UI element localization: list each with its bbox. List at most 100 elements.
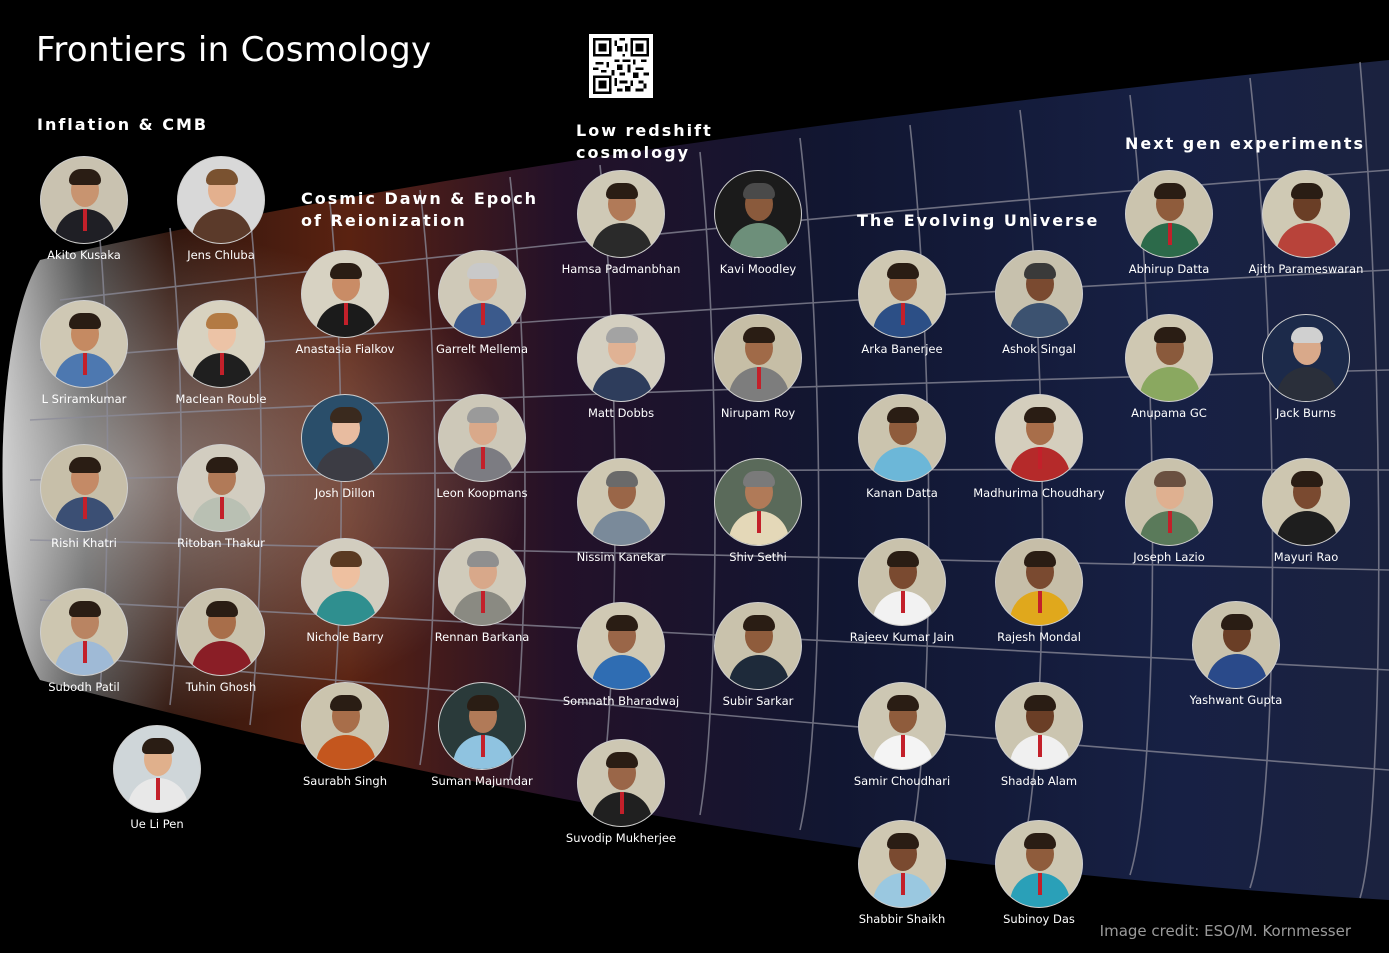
section-title-line: cosmology (576, 143, 691, 162)
speaker-photo (1262, 314, 1350, 402)
speaker-name: Garrelt Mellema (435, 342, 529, 356)
speaker-photo (858, 682, 946, 770)
speaker-card: Subir Sarkar (688, 602, 828, 708)
speaker-card: Leon Koopmans (412, 394, 552, 500)
speaker-photo (113, 725, 201, 813)
speaker-photo (301, 250, 389, 338)
qr-code-icon (593, 38, 649, 94)
speaker-card: Hamsa Padmanbhan (551, 170, 691, 276)
speaker-name: Nissim Kanekar (576, 550, 666, 564)
speaker-photo (40, 300, 128, 388)
qr-code[interactable] (589, 34, 653, 98)
speaker-photo (577, 314, 665, 402)
speaker-card: Subodh Patil (14, 588, 154, 694)
speaker-photo (577, 170, 665, 258)
speaker-card: Suvodip Mukherjee (551, 739, 691, 845)
speaker-card: Mayuri Rao (1236, 458, 1376, 564)
speaker-card: L Sriramkumar (14, 300, 154, 406)
speaker-name: Matt Dobbs (587, 406, 655, 420)
speaker-photo (438, 394, 526, 482)
speaker-name: Rennan Barkana (434, 630, 530, 644)
speaker-card: Nissim Kanekar (551, 458, 691, 564)
speaker-name: Shabbir Shaikh (858, 912, 946, 926)
speaker-card: Josh Dillon (275, 394, 415, 500)
speaker-name: Suvodip Mukherjee (565, 831, 677, 845)
speaker-card: Matt Dobbs (551, 314, 691, 420)
speaker-card: Samir Choudhari (832, 682, 972, 788)
speaker-card: Kavi Moodley (688, 170, 828, 276)
speaker-card: Rajesh Mondal (969, 538, 1109, 644)
speaker-card: Arka Banerjee (832, 250, 972, 356)
speaker-card: Ue Li Pen (87, 725, 227, 831)
speaker-card: Madhurima Choudhary (969, 394, 1109, 500)
speaker-card: Akito Kusaka (14, 156, 154, 262)
speaker-name: Subir Sarkar (722, 694, 794, 708)
speaker-card: Jens Chluba (151, 156, 291, 262)
speaker-name: Samir Choudhari (853, 774, 951, 788)
speaker-name: Yashwant Gupta (1189, 693, 1283, 707)
speaker-photo (1125, 314, 1213, 402)
speaker-name: Kanan Datta (866, 486, 938, 500)
speaker-card: Shadab Alam (969, 682, 1109, 788)
speaker-card: Saurabh Singh (275, 682, 415, 788)
speaker-name: Madhurima Choudhary (973, 486, 1105, 500)
speaker-name: Suman Majumdar (431, 774, 533, 788)
speaker-photo (858, 820, 946, 908)
section-title-inflation: Inflation & CMB (37, 115, 209, 134)
speaker-name: Somnath Bharadwaj (562, 694, 680, 708)
speaker-name: Shadab Alam (1000, 774, 1078, 788)
speaker-card: Suman Majumdar (412, 682, 552, 788)
speaker-name: L Sriramkumar (41, 392, 127, 406)
speaker-photo (177, 156, 265, 244)
speaker-photo (40, 444, 128, 532)
speaker-card: Ajith Parameswaran (1236, 170, 1376, 276)
speaker-card: Abhirup Datta (1099, 170, 1239, 276)
speaker-name: Tuhin Ghosh (185, 680, 257, 694)
speaker-name: Subinoy Das (1003, 912, 1075, 926)
speaker-card: Rennan Barkana (412, 538, 552, 644)
section-title-low-redshift: Low redshift cosmology (576, 120, 713, 164)
speaker-card: Ashok Singal (969, 250, 1109, 356)
speaker-name: Hamsa Padmanbhan (561, 262, 681, 276)
speaker-name: Jens Chluba (187, 248, 255, 262)
speaker-name: Akito Kusaka (47, 248, 121, 262)
speaker-photo (995, 394, 1083, 482)
section-title-evolving: The Evolving Universe (857, 211, 1100, 230)
speaker-photo (995, 682, 1083, 770)
speaker-photo (858, 538, 946, 626)
speaker-card: Ritoban Thakur (151, 444, 291, 550)
speaker-name: Subodh Patil (48, 680, 120, 694)
speaker-photo (577, 458, 665, 546)
speaker-photo (577, 602, 665, 690)
speaker-name: Abhirup Datta (1128, 262, 1210, 276)
speaker-name: Rajeev Kumar Jain (849, 630, 955, 644)
section-title-line: Low redshift (576, 121, 713, 140)
speaker-name: Nichole Barry (306, 630, 384, 644)
speaker-name: Anastasia Fialkov (295, 342, 395, 356)
speaker-photo (1192, 601, 1280, 689)
speaker-card: Tuhin Ghosh (151, 588, 291, 694)
speaker-card: Subinoy Das (969, 820, 1109, 926)
speaker-photo (301, 394, 389, 482)
image-credit: Image credit: ESO/M. Kornmesser (1099, 922, 1351, 940)
speaker-card: Yashwant Gupta (1166, 601, 1306, 707)
speaker-photo (438, 250, 526, 338)
speaker-photo (1125, 170, 1213, 258)
speaker-name: Mayuri Rao (1273, 550, 1339, 564)
speaker-photo (301, 538, 389, 626)
speaker-name: Josh Dillon (314, 486, 376, 500)
speaker-name: Joseph Lazio (1133, 550, 1205, 564)
speaker-photo (40, 588, 128, 676)
section-title-cosmic-dawn: Cosmic Dawn & Epoch of Reionization (301, 188, 538, 232)
speaker-name: Ashok Singal (1002, 342, 1076, 356)
speaker-photo (40, 156, 128, 244)
speaker-photo (177, 588, 265, 676)
speaker-photo (995, 250, 1083, 338)
speaker-name: Rishi Khatri (51, 536, 117, 550)
speaker-photo (714, 602, 802, 690)
speaker-photo (301, 682, 389, 770)
speaker-name: Maclean Rouble (175, 392, 267, 406)
speaker-photo (714, 314, 802, 402)
speaker-photo (1262, 458, 1350, 546)
speaker-name: Ritoban Thakur (177, 536, 265, 550)
